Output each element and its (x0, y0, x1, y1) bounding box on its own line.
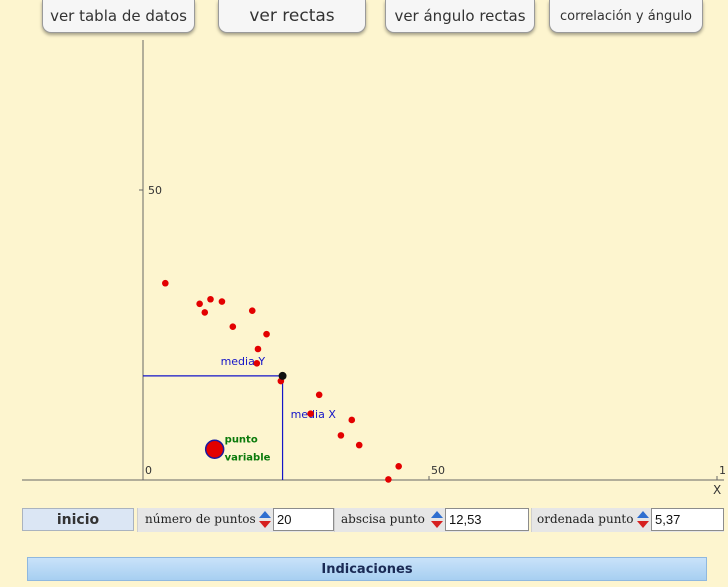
variable-point[interactable] (204, 439, 225, 460)
ver-rectas-button[interactable]: ver rectas (218, 0, 366, 33)
ver-angulo-rectas-button[interactable]: ver ángulo rectas (385, 0, 535, 33)
abscisa-punto-spinner[interactable] (431, 511, 443, 529)
abscisa-punto-label: abscisa punto (341, 512, 425, 526)
x-tick-end: 1 (719, 464, 726, 477)
data-point (385, 476, 392, 483)
ordenada-punto-label: ordenada punto (537, 512, 634, 526)
data-point (162, 279, 169, 287)
inicio-button[interactable]: inicio (22, 508, 134, 531)
variable-point-label-2: variable (225, 452, 271, 463)
numero-puntos-label: número de puntos (145, 512, 256, 526)
scatter-plot[interactable]: 0 50 1 50 X media Y media X punto variab… (0, 0, 728, 500)
numero-puntos-input[interactable]: 20 (273, 508, 334, 531)
numero-puntos-group: número de puntos 20 (137, 508, 334, 532)
variable-point-label-1: punto (225, 434, 258, 445)
correlacion-angulo-button[interactable]: correlación y ángulo (549, 0, 703, 33)
ordenada-punto-group: ordenada punto 5,37 (531, 508, 724, 532)
indicaciones-button[interactable]: Indicaciones (27, 557, 707, 581)
data-point (254, 345, 262, 353)
data-point (337, 432, 345, 439)
data-point (248, 307, 256, 314)
data-point (348, 416, 356, 424)
data-point (315, 391, 323, 399)
abscisa-punto-input[interactable]: 12,53 (445, 508, 529, 531)
data-point (201, 309, 209, 316)
data-point (218, 298, 226, 305)
data-point (263, 330, 270, 338)
ordenada-punto-spinner[interactable] (637, 511, 649, 529)
x-tick-50: 50 (431, 464, 445, 477)
data-point (395, 462, 402, 470)
data-point (207, 295, 214, 303)
y-tick-50: 50 (148, 184, 162, 197)
abscisa-punto-group: abscisa punto 12,53 (334, 508, 529, 532)
data-point (307, 410, 314, 417)
data-point (229, 323, 237, 331)
data-point (355, 441, 363, 449)
data-point (253, 360, 261, 367)
ver-tabla-button[interactable]: ver tabla de datos (42, 0, 195, 33)
data-point (196, 300, 203, 308)
ordenada-punto-input[interactable]: 5,37 (651, 508, 724, 531)
mean-point (278, 371, 287, 380)
x-tick-0: 0 (145, 464, 152, 477)
x-axis-label: X (713, 483, 721, 497)
controls-bar: inicio número de puntos 20 abscisa punto… (0, 507, 728, 535)
numero-puntos-spinner[interactable] (259, 511, 271, 529)
